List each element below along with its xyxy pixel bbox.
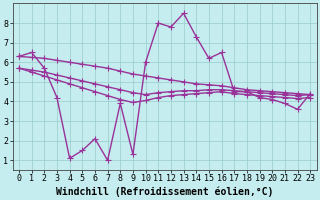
X-axis label: Windchill (Refroidissement éolien,°C): Windchill (Refroidissement éolien,°C) <box>56 186 273 197</box>
